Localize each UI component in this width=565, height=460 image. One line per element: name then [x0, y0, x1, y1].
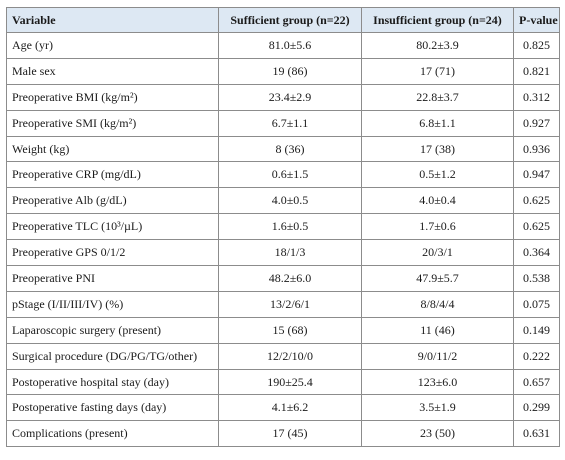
insufficient-value-cell: 17 (71): [361, 57, 514, 85]
variable-cell: Laparoscopic surgery (present): [6, 316, 219, 344]
variable-cell: Preoperative TLC (10³/µL): [6, 213, 219, 241]
variable-cell: Surgical procedure (DG/PG/TG/other): [6, 342, 219, 370]
insufficient-value-cell: 8/8/4/4: [361, 290, 514, 318]
sufficient-value-cell: 48.2±6.0: [218, 265, 362, 292]
insufficient-value-cell: 80.2±3.9: [361, 32, 514, 59]
p-value-cell: 0.538: [513, 265, 560, 292]
insufficient-value-cell: 9/0/11/2: [361, 342, 514, 370]
p-value-cell: 0.631: [513, 420, 560, 448]
sufficient-value-cell: 1.6±0.5: [218, 213, 362, 241]
variable-cell: pStage (I/II/III/IV) (%): [6, 290, 219, 318]
sufficient-value-cell: 13/2/6/1: [218, 290, 362, 318]
sufficient-value-cell: 8 (36): [218, 135, 362, 163]
table-row: Laparoscopic surgery (present) 15 (68) 11 …: [6, 316, 560, 344]
p-value-cell: 0.299: [513, 394, 560, 422]
table-row: Complications (present) 17 (45) 23 (50) 0.6…: [6, 420, 560, 448]
table-row: Surgical procedure (DG/PG/TG/other) 12/2/…: [6, 342, 560, 370]
variable-cell: Postoperative fasting days (day): [6, 394, 219, 422]
p-value-cell: 0.075: [513, 290, 560, 318]
insufficient-value-cell: 17 (38): [361, 135, 514, 163]
sufficient-value-cell: 6.7±1.1: [218, 109, 362, 137]
sufficient-value-cell: 12/2/10/0: [218, 342, 362, 370]
sufficient-value-cell: 190±25.4: [218, 368, 362, 396]
insufficient-value-cell: 47.9±5.7: [361, 265, 514, 292]
p-value-cell: 0.936: [513, 135, 560, 163]
variable-cell: Age (yr): [6, 32, 219, 59]
insufficient-value-cell: 4.0±0.4: [361, 187, 514, 215]
header-row: Variable Sufficient group (n=22) Insuffi…: [6, 7, 560, 33]
table-row: pStage (I/II/III/IV) (%) 13/2/6/1 8/8/4/4 0…: [6, 290, 560, 318]
table-row: Preoperative Alb (g/dL) 4.0±0.5 4.0±0.4 0.6…: [6, 187, 560, 215]
table-row: Preoperative GPS 0/1/2 18/1/3 20/3/1 0.364: [6, 239, 560, 267]
variable-cell: Male sex: [6, 57, 219, 85]
sufficient-value-cell: 4.1±6.2: [218, 394, 362, 422]
table-row: Postoperative hospital stay (day) 190±25.…: [6, 368, 560, 396]
sufficient-value-cell: 15 (68): [218, 316, 362, 344]
table-row: Preoperative BMI (kg/m²) 23.4±2.9 22.8±3.7…: [6, 83, 560, 111]
table-row: Preoperative SMI (kg/m²) 6.7±1.1 6.8±1.1 0.…: [6, 109, 560, 137]
sufficient-value-cell: 17 (45): [218, 420, 362, 448]
p-value-cell: 0.947: [513, 161, 560, 189]
variable-cell: Weight (kg): [6, 135, 219, 163]
header-p-value: P-value: [513, 7, 560, 33]
table-body: Age (yr) 81.0±5.6 80.2±3.9 0.825 Male sex 19 …: [6, 32, 560, 448]
variable-cell: Preoperative PNI: [6, 265, 219, 292]
table-header: Variable Sufficient group (n=22) Insuffi…: [6, 7, 560, 33]
table-row: Weight (kg) 8 (36) 17 (38) 0.936: [6, 135, 560, 163]
table-row: Preoperative PNI 48.2±6.0 47.9±5.7 0.538: [6, 265, 560, 292]
p-value-cell: 0.821: [513, 57, 560, 85]
p-value-cell: 0.625: [513, 187, 560, 215]
insufficient-value-cell: 11 (46): [361, 316, 514, 344]
sufficient-value-cell: 19 (86): [218, 57, 362, 85]
p-value-cell: 0.149: [513, 316, 560, 344]
insufficient-value-cell: 20/3/1: [361, 239, 514, 267]
variable-cell: Preoperative GPS 0/1/2: [6, 239, 219, 267]
table-row: Male sex 19 (86) 17 (71) 0.821: [6, 57, 560, 85]
data-table: Variable Sufficient group (n=22) Insuffi…: [6, 7, 560, 448]
insufficient-value-cell: 1.7±0.6: [361, 213, 514, 241]
insufficient-value-cell: 0.5±1.2: [361, 161, 514, 189]
p-value-cell: 0.312: [513, 83, 560, 111]
table-row: Age (yr) 81.0±5.6 80.2±3.9 0.825: [6, 32, 560, 59]
sufficient-value-cell: 18/1/3: [218, 239, 362, 267]
sufficient-value-cell: 4.0±0.5: [218, 187, 362, 215]
p-value-cell: 0.222: [513, 342, 560, 370]
sufficient-value-cell: 81.0±5.6: [218, 32, 362, 59]
variable-cell: Preoperative Alb (g/dL): [6, 187, 219, 215]
insufficient-value-cell: 3.5±1.9: [361, 394, 514, 422]
variable-cell: Postoperative hospital stay (day): [6, 368, 219, 396]
table-row: Preoperative TLC (10³/µL) 1.6±0.5 1.7±0.6 0…: [6, 213, 560, 241]
p-value-cell: 0.657: [513, 368, 560, 396]
variable-cell: Complications (present): [6, 420, 219, 448]
sufficient-value-cell: 0.6±1.5: [218, 161, 362, 189]
p-value-cell: 0.927: [513, 109, 560, 137]
insufficient-value-cell: 123±6.0: [361, 368, 514, 396]
p-value-cell: 0.825: [513, 32, 560, 59]
header-insufficient-group: Insufficient group (n=24): [361, 7, 514, 33]
insufficient-value-cell: 22.8±3.7: [361, 83, 514, 111]
header-variable: Variable: [6, 7, 219, 33]
variable-cell: Preoperative BMI (kg/m²): [6, 83, 219, 111]
insufficient-value-cell: 6.8±1.1: [361, 109, 514, 137]
header-sufficient-group: Sufficient group (n=22): [218, 7, 362, 33]
p-value-cell: 0.364: [513, 239, 560, 267]
insufficient-value-cell: 23 (50): [361, 420, 514, 448]
sufficient-value-cell: 23.4±2.9: [218, 83, 362, 111]
table-row: Preoperative CRP (mg/dL) 0.6±1.5 0.5±1.2 0.…: [6, 161, 560, 189]
p-value-cell: 0.625: [513, 213, 560, 241]
table-container: Variable Sufficient group (n=22) Insuffi…: [6, 7, 560, 448]
variable-cell: Preoperative SMI (kg/m²): [6, 109, 219, 137]
table-row: Postoperative fasting days (day) 4.1±6.2 3…: [6, 394, 560, 422]
variable-cell: Preoperative CRP (mg/dL): [6, 161, 219, 189]
